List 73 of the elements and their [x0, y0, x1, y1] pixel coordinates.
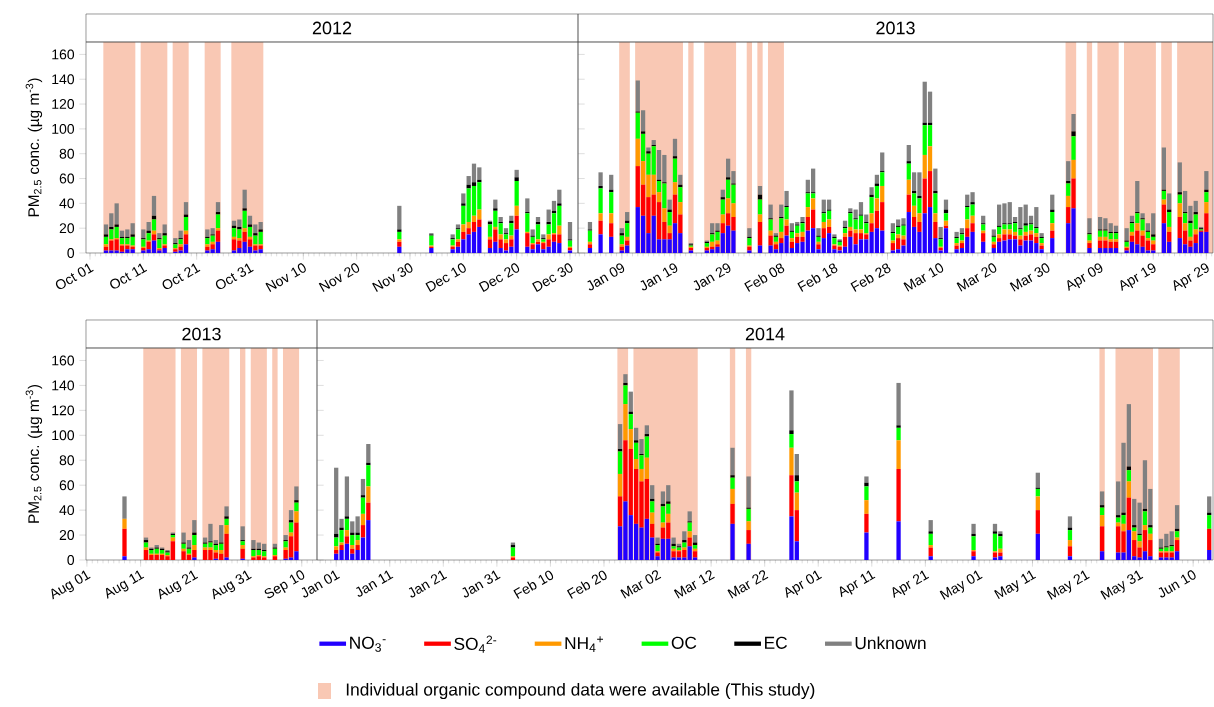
- y-tick-label: 80: [59, 148, 75, 159]
- legend-label: OC: [671, 636, 697, 649]
- x-tick-label: Oct 21: [162, 263, 201, 290]
- x-tick-label: Oct 11: [110, 263, 148, 289]
- legend-label: NO$_{3}$-: [350, 636, 386, 652]
- y-tick-label: 140: [52, 380, 75, 391]
- legend-label: EC: [765, 636, 788, 649]
- x-tick-label: Feb 18: [797, 263, 838, 292]
- x-tick-label: Aug 01: [51, 570, 91, 600]
- x-tick-label: Jan 31: [462, 570, 501, 598]
- x-tick-label: Aug 11: [105, 570, 145, 599]
- x-tick-label: Apr 29: [1173, 263, 1209, 291]
- y-tick-label: 60: [59, 173, 75, 184]
- y-tick-label: 20: [59, 223, 75, 234]
- y-tick-label: 40: [59, 198, 75, 209]
- x-tick-label: Jan 29: [693, 263, 731, 291]
- y-tick-label: 120: [52, 99, 75, 110]
- y-axis-title: PM$_{2.5}$ conc. (µg m$^{-3}$): [25, 384, 43, 523]
- y-tick-label: 120: [52, 405, 75, 416]
- legend-label: Individual organic compound data were available (This study): [346, 682, 815, 700]
- x-tick-label: Nov 30: [372, 263, 413, 292]
- x-tick-label: Apr 21: [892, 570, 930, 598]
- x-tick-label: Mar 10: [903, 263, 944, 292]
- x-tick-label: May 01: [939, 570, 983, 600]
- x-tick-label: Feb 08: [744, 263, 785, 292]
- x-tick-label: Mar 20: [956, 263, 997, 292]
- chart-title: 2014: [745, 327, 785, 341]
- x-tick-label: Feb 28: [850, 263, 891, 292]
- y-tick-label: 140: [52, 74, 75, 85]
- y-tick-label: 40: [59, 505, 75, 516]
- y-tick-label: 100: [52, 430, 75, 441]
- y-tick-label: 0: [67, 248, 75, 258]
- x-tick-label: Aug 21: [158, 570, 199, 600]
- x-tick-label: Oct 31: [215, 263, 254, 290]
- legend-label: NH$_{4}$+: [565, 636, 604, 652]
- legend-label: SO$_{4}$2-: [454, 635, 497, 653]
- x-tick-label: Jan 09: [587, 263, 625, 291]
- x-tick-label: Mar 22: [727, 570, 769, 599]
- x-tick-label: Feb 10: [513, 570, 554, 599]
- y-tick-label: 60: [59, 480, 75, 491]
- x-tick-label: Dec 30: [532, 263, 573, 292]
- x-tick-label: Jan 21: [408, 570, 447, 598]
- legend-label: Unknown: [855, 636, 926, 650]
- x-tick-label: Aug 31: [212, 570, 252, 600]
- y-tick-label: 160: [52, 355, 75, 366]
- x-tick-label: Mar 02: [620, 570, 662, 599]
- x-tick-label: May 11: [994, 570, 1037, 600]
- x-tick-label: Apr 19: [1120, 263, 1156, 291]
- y-tick-label: 0: [67, 555, 75, 565]
- x-tick-label: Feb 20: [566, 570, 607, 599]
- x-tick-label: Apr 09: [1067, 263, 1103, 291]
- chart-title: 2013: [182, 327, 221, 341]
- x-tick-label: Dec 20: [478, 263, 520, 292]
- x-tick-label: Dec 10: [425, 263, 466, 292]
- x-tick-label: Mar 12: [673, 570, 715, 599]
- x-tick-label: Jan 19: [640, 263, 678, 291]
- y-tick-label: 80: [59, 455, 75, 466]
- y-axis-title: PM$_{2.5}$ conc. (µg m$^{-3}$): [25, 78, 43, 217]
- x-tick-label: May 31: [1100, 570, 1144, 600]
- y-tick-label: 160: [52, 49, 75, 60]
- chart-title: 2012: [312, 21, 352, 35]
- chart-title: 2013: [876, 21, 915, 35]
- x-tick-label: Apr 11: [839, 570, 876, 598]
- x-tick-label: Nov 10: [265, 263, 306, 292]
- y-tick-label: 20: [59, 530, 75, 541]
- y-tick-label: 100: [52, 123, 75, 134]
- x-tick-label: May 21: [1046, 570, 1090, 600]
- x-tick-label: Jan 11: [356, 570, 394, 597]
- x-tick-label: Jun 10: [1158, 570, 1196, 598]
- x-tick-label: Nov 20: [318, 263, 360, 292]
- x-tick-label: Oct 01: [55, 263, 94, 290]
- x-tick-label: Mar 30: [1009, 263, 1050, 292]
- x-tick-label: Apr 01: [785, 570, 822, 598]
